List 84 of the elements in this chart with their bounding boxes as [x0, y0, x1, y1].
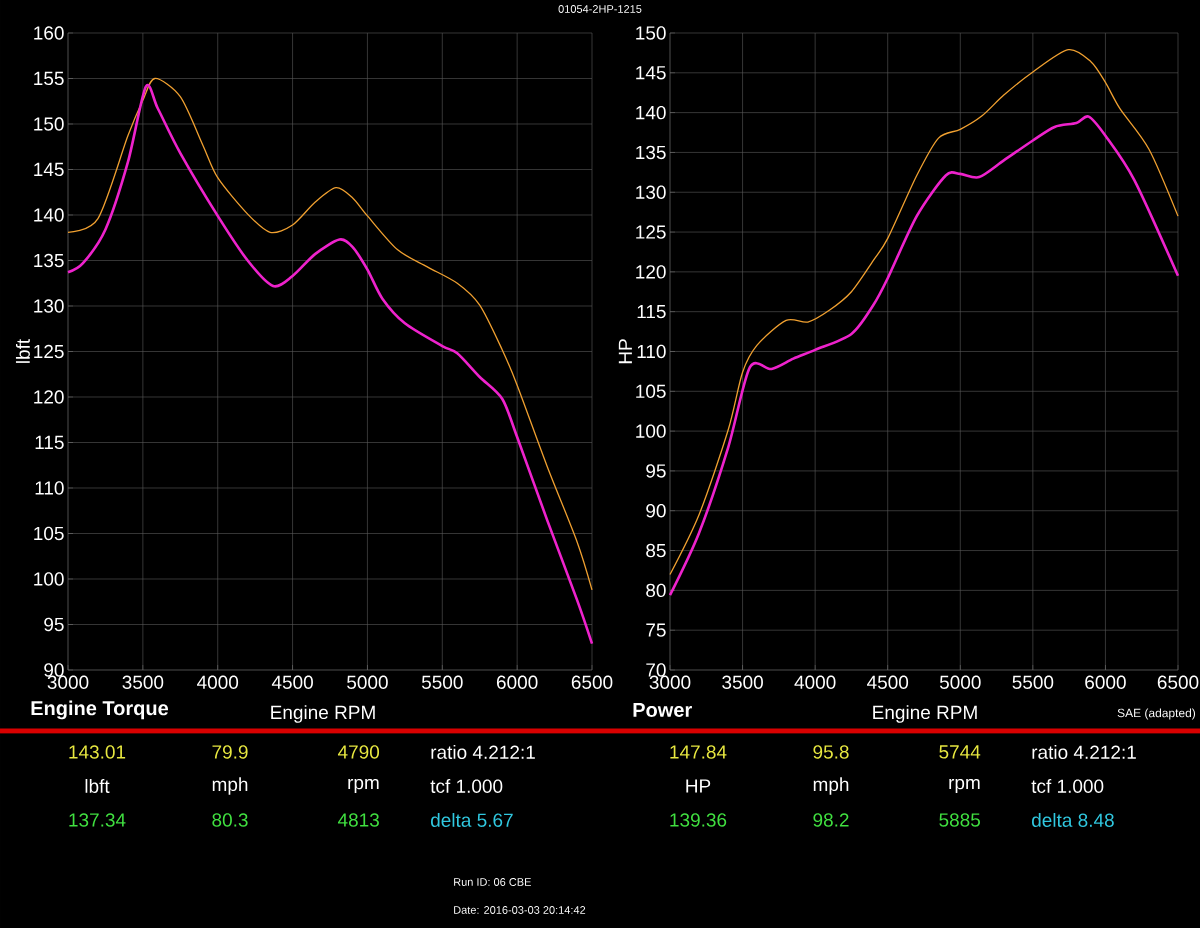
y-tick-label: 100: [636, 424, 666, 438]
x-tick-label: 3500: [122, 675, 164, 689]
text: tcf 1.000: [430, 779, 503, 793]
x-tick-label: 6500: [571, 675, 613, 689]
y-tick-label: 160: [34, 26, 64, 40]
x-tick-label: 6500: [1157, 675, 1199, 689]
y-tick-label: 100: [34, 572, 64, 586]
y-tick-label: 135: [636, 145, 666, 160]
y-tick-label: 95: [646, 464, 666, 478]
x-tick-label: 3500: [722, 675, 763, 689]
x-axis-title: Engine RPM: [271, 705, 375, 723]
x-tick-label: 3000: [649, 675, 691, 689]
y-axis-title: HP: [618, 339, 632, 364]
x-tick-label: 4500: [271, 675, 313, 689]
y-tick-label: 105: [636, 384, 666, 399]
text: lbft: [85, 779, 110, 793]
text: tcf 1.000: [1031, 779, 1104, 793]
text: 01054-2HP-1215: [558, 5, 642, 13]
y-tick-label: 130: [34, 299, 64, 313]
text: 80.3: [212, 813, 248, 827]
text: Power: [633, 703, 692, 717]
text: mph: [813, 777, 849, 795]
y-tick-label: 125: [636, 225, 666, 239]
y-tick-label: 90: [646, 504, 666, 518]
x-tick-label: 4000: [197, 675, 239, 689]
y-tick-label: 135: [34, 253, 64, 268]
y-tick-label: 95: [44, 617, 64, 632]
x-tick-label: 6000: [496, 675, 538, 689]
text: 5744: [939, 745, 981, 759]
x-tick-label: 4500: [867, 675, 909, 689]
x-tick-label: 6000: [1085, 675, 1126, 689]
text: 139.36: [670, 813, 727, 827]
y-tick-label: 145: [636, 66, 666, 80]
y-tick-label: 150: [636, 26, 666, 40]
text: delta 8.48: [1032, 813, 1114, 827]
text: Run ID: 06 CBE: [454, 878, 531, 886]
x-tick-label: 5500: [1012, 675, 1054, 689]
text: SAE (adapted): [1117, 708, 1196, 720]
text: 4790: [337, 745, 380, 759]
text: 98.2: [813, 813, 849, 827]
x-tick-label: 5500: [421, 675, 463, 689]
y-tick-label: 155: [34, 71, 64, 86]
x-tick-label: 4000: [794, 675, 836, 689]
y-tick-label: 130: [636, 185, 666, 199]
y-tick-label: 105: [34, 526, 64, 541]
text: 143.01: [69, 745, 126, 759]
y-tick-label: 115: [35, 435, 64, 450]
y-tick-label: 80: [646, 583, 666, 598]
text: Date: 2016-03-03 20:14:42: [454, 906, 586, 914]
text: rpm: [348, 778, 379, 794]
y-tick-label: 145: [34, 162, 64, 177]
y-tick-label: 120: [636, 265, 666, 279]
text: ratio 4.212:1: [431, 745, 535, 759]
text: HP: [686, 779, 711, 793]
x-axis-title: Engine RPM: [873, 705, 977, 723]
y-tick-label: 150: [34, 117, 64, 131]
line-series: [669, 49, 1179, 576]
y-axis-title: lbft: [15, 338, 30, 363]
y-tick-label: 110: [35, 481, 64, 495]
y-tick-label: 120: [34, 390, 64, 404]
text: 147.84: [670, 745, 727, 759]
text: 79.9: [212, 745, 248, 759]
text: mph: [212, 777, 248, 795]
y-tick-label: 115: [637, 305, 666, 319]
y-tick-label: 75: [646, 623, 666, 637]
text: rpm: [949, 778, 980, 794]
x-tick-label: 5000: [347, 675, 388, 689]
text: 95.8: [813, 745, 849, 759]
line-series: [668, 115, 1180, 597]
y-tick-label: 110: [637, 344, 666, 359]
y-tick-label: 90: [44, 663, 64, 677]
text: delta 5.67: [431, 813, 513, 827]
y-tick-label: 140: [636, 105, 666, 120]
text: ratio 4.212:1: [1032, 745, 1136, 759]
x-tick-label: 5000: [939, 675, 981, 689]
y-tick-label: 125: [34, 344, 64, 359]
text: 137.34: [69, 813, 126, 827]
text: 4813: [337, 813, 379, 827]
y-tick-label: 85: [646, 543, 666, 558]
y-tick-label: 70: [646, 663, 666, 677]
y-tick-label: 140: [34, 208, 64, 222]
text: Engine Torque: [31, 700, 169, 720]
text: 5885: [939, 813, 980, 827]
x-tick-label: 3000: [47, 675, 89, 689]
